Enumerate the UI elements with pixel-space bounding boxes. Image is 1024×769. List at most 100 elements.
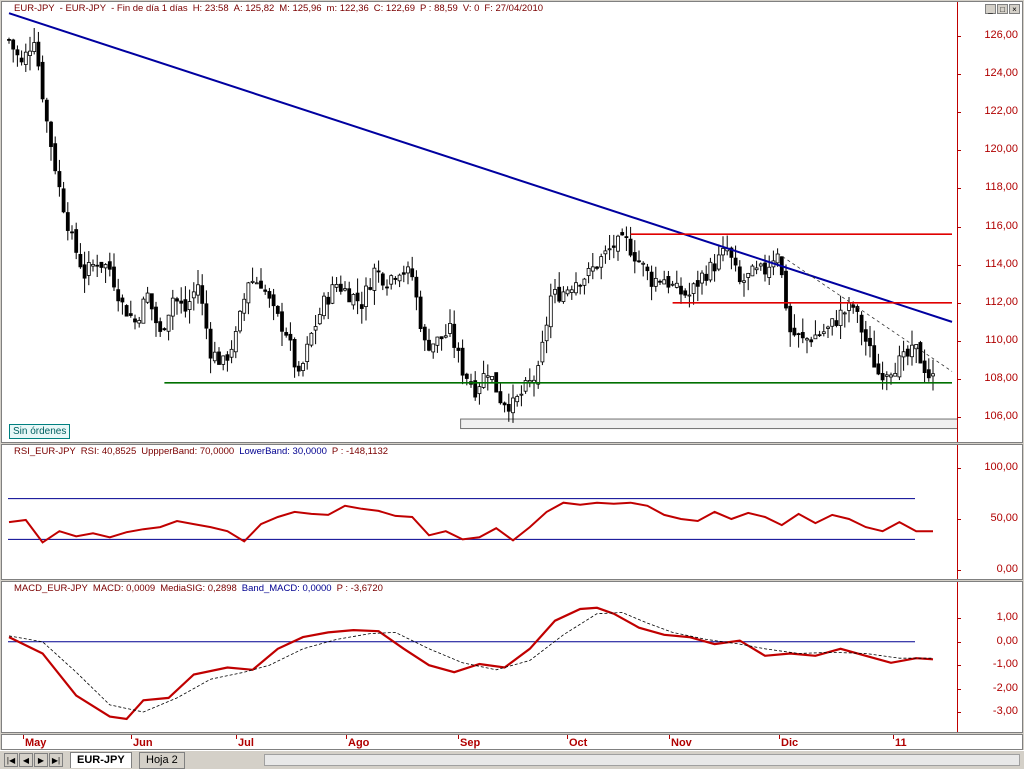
candle-body bbox=[901, 351, 906, 358]
candle-body bbox=[23, 51, 28, 65]
candle-body bbox=[301, 363, 305, 371]
price-chart bbox=[7, 12, 957, 430]
candle-body bbox=[397, 274, 402, 282]
tab-hoja-2[interactable]: Hoja 2 bbox=[139, 752, 185, 769]
candle-body bbox=[368, 287, 373, 290]
candle-body bbox=[679, 285, 683, 295]
candle-body bbox=[347, 288, 352, 303]
sheet-tab-bar: |◀ ◀ ▶ ▶| EUR-JPY Hoja 2 bbox=[0, 750, 1024, 769]
candle-body bbox=[868, 337, 872, 347]
candle-body bbox=[599, 256, 604, 268]
price-y-tick bbox=[957, 150, 961, 152]
candle-body bbox=[179, 300, 184, 304]
candle-body bbox=[792, 327, 797, 336]
price-y-tick bbox=[957, 340, 961, 342]
macd-title-item-1: MACD: 0,0009 bbox=[92, 583, 156, 594]
candle-body bbox=[666, 275, 671, 288]
macd-y-label: -3,00 bbox=[992, 704, 1018, 717]
candle-body bbox=[448, 323, 452, 334]
macd-title-item-3: Band_MACD: 0,0000 bbox=[241, 583, 332, 594]
horizontal-scrollbar[interactable] bbox=[264, 754, 1020, 766]
candle-body bbox=[355, 292, 360, 302]
candle-body bbox=[133, 318, 137, 323]
candle-body bbox=[49, 121, 53, 147]
candle-body bbox=[196, 284, 200, 296]
candle-body bbox=[847, 302, 851, 311]
orders-badge[interactable]: Sin órdenes bbox=[9, 424, 71, 439]
rsi-axis-line bbox=[957, 445, 958, 579]
candle-body bbox=[498, 391, 503, 404]
macd-signal-line bbox=[8, 612, 933, 713]
candle-body bbox=[607, 248, 612, 251]
candle-body bbox=[544, 324, 549, 342]
candle-body bbox=[502, 402, 507, 406]
price-y-tick bbox=[957, 417, 961, 419]
trendline-line bbox=[8, 12, 953, 323]
rsi-title-item-1: RSI: 40,8525 bbox=[80, 446, 137, 457]
candle-body bbox=[611, 245, 616, 248]
candle-body bbox=[393, 277, 398, 280]
candle-body bbox=[410, 268, 415, 278]
macd-y-tick bbox=[957, 711, 961, 713]
candle-body bbox=[620, 232, 625, 236]
candle-body bbox=[603, 250, 608, 255]
candle-body bbox=[431, 343, 436, 353]
candle-body bbox=[796, 333, 801, 336]
candle-body bbox=[120, 297, 125, 303]
candle-body bbox=[170, 297, 175, 317]
candle-body bbox=[700, 272, 704, 284]
x-label: Nov bbox=[671, 737, 692, 749]
candle-body bbox=[826, 326, 830, 329]
prev-sheet-button[interactable]: ◀ bbox=[19, 753, 33, 767]
candle-body bbox=[758, 263, 763, 267]
maximize-button[interactable]: □ bbox=[997, 4, 1008, 14]
next-sheet-button[interactable]: ▶ bbox=[34, 753, 48, 767]
tab-eur-jpy[interactable]: EUR-JPY bbox=[70, 752, 132, 768]
minimize-button[interactable]: _ bbox=[985, 4, 996, 14]
candle-body bbox=[582, 278, 587, 286]
close-button[interactable]: × bbox=[1009, 4, 1020, 14]
candle-body bbox=[674, 282, 679, 288]
candle-body bbox=[221, 355, 226, 365]
candle-body bbox=[414, 276, 419, 298]
price-title-item-2: - Fin de día 1 días bbox=[111, 3, 188, 14]
candle-body bbox=[40, 61, 45, 100]
candle-body bbox=[536, 365, 541, 385]
candle-body bbox=[309, 332, 314, 346]
candle-body bbox=[137, 320, 142, 324]
x-tick bbox=[567, 735, 568, 739]
candle-body bbox=[91, 264, 95, 267]
candle-body bbox=[729, 247, 734, 258]
macd-pane-title: MACD_EUR-JPY MACD: 0,0009 MediaSIG: 0,2898… bbox=[14, 583, 388, 594]
candle-body bbox=[721, 248, 725, 256]
candle-body bbox=[238, 310, 242, 332]
macd-y-label: 1,00 bbox=[996, 611, 1018, 624]
macd-axis-line bbox=[957, 582, 958, 732]
rsi-chart bbox=[8, 498, 933, 544]
macd-title-item-0: MACD_EUR-JPY bbox=[14, 583, 88, 594]
candle-body bbox=[99, 261, 104, 268]
candle-body bbox=[561, 291, 566, 302]
candle-body bbox=[317, 314, 322, 325]
x-label: Ago bbox=[348, 737, 370, 749]
candle-body bbox=[859, 314, 864, 333]
price-y-label: 126,00 bbox=[984, 29, 1018, 42]
rsi-title-item-3: LowerBand: 30,0000 bbox=[239, 446, 327, 457]
first-sheet-button[interactable]: |◀ bbox=[4, 753, 18, 767]
candle-body bbox=[154, 306, 158, 324]
x-label: Sep bbox=[460, 737, 481, 749]
last-sheet-button[interactable]: ▶| bbox=[49, 753, 63, 767]
price-y-tick bbox=[957, 379, 961, 381]
candle-body bbox=[477, 386, 482, 395]
candle-body bbox=[653, 277, 658, 287]
x-tick bbox=[23, 735, 24, 739]
macd-y-tick bbox=[957, 618, 961, 620]
candle-body bbox=[712, 263, 717, 272]
price-title-item-1: - EUR-JPY bbox=[59, 3, 107, 14]
rsi-series-line bbox=[8, 501, 933, 544]
candle-body bbox=[15, 49, 20, 56]
candle-body bbox=[926, 369, 931, 379]
macd-title-item-4: P : -3,6720 bbox=[336, 583, 383, 594]
candle-body bbox=[788, 305, 793, 333]
candle-body bbox=[107, 261, 112, 270]
